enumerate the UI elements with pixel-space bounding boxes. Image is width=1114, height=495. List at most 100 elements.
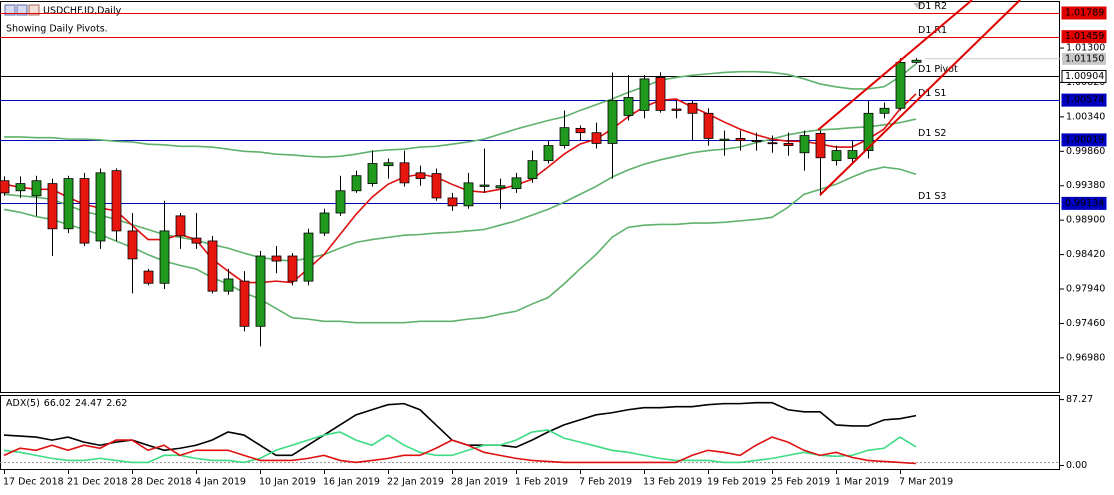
x-tick-label: 28 Jan 2019 — [451, 477, 508, 488]
y-tick-label: 0.96980 — [1066, 352, 1105, 363]
trendlines — [817, 0, 1021, 196]
candle-body — [351, 175, 362, 192]
x-tick-label: 1 Feb 2019 — [515, 477, 568, 488]
candle-body — [575, 127, 586, 134]
x-tick-label: 25 Feb 2019 — [771, 477, 830, 488]
trendline — [819, 0, 1021, 196]
candle-body — [719, 138, 730, 141]
candle-body — [543, 145, 554, 162]
candle-body — [703, 112, 714, 139]
candle-body — [831, 150, 842, 162]
level-price-label: 1.00019 — [1065, 134, 1104, 145]
candle-body — [671, 108, 682, 111]
candle-body — [223, 278, 234, 292]
candle-body — [527, 160, 538, 179]
indicator-name: ADX(5) — [6, 398, 40, 409]
candle-body — [783, 143, 794, 146]
y-tick-label: 0.99380 — [1066, 180, 1105, 191]
indicator-line — [3, 166, 917, 324]
y-tick-label: 1.01300 — [1066, 43, 1105, 54]
icon — [28, 4, 40, 16]
y-tick-label: 87.27 — [1066, 394, 1093, 405]
x-tick-label: 10 Jan 2019 — [259, 477, 316, 488]
candle-body — [175, 215, 186, 237]
level-price-label: 1.00574 — [1065, 95, 1104, 106]
x-tick-label: 19 Feb 2019 — [707, 477, 766, 488]
candle-body — [559, 127, 570, 146]
level-price-box — [1061, 30, 1107, 44]
candle-body — [431, 173, 442, 199]
candle-body — [895, 61, 906, 109]
candle-body — [47, 183, 58, 230]
x-tick-label: 16 Jan 2019 — [323, 477, 380, 488]
candle-body — [15, 183, 26, 192]
candle-body — [239, 280, 250, 327]
candle-body — [879, 107, 890, 114]
x-tick-label: 17 Dec 2018 — [3, 477, 64, 488]
candle-body — [191, 237, 202, 244]
level-price-box — [1061, 196, 1107, 210]
candle-body — [687, 102, 698, 114]
y-tick-label: 1.00340 — [1066, 111, 1105, 122]
candle-body — [767, 142, 778, 145]
x-tick-label: 28 Dec 2018 — [131, 477, 192, 488]
indicator-line — [4, 63, 917, 158]
candle-body — [95, 172, 106, 242]
x-tick-label: 1 Mar 2019 — [835, 477, 889, 488]
candle-body — [367, 163, 378, 184]
candle-body — [31, 180, 42, 197]
candle-body — [127, 230, 138, 260]
y-tick-label: 0.97940 — [1066, 284, 1105, 295]
x-tick-label: 13 Feb 2019 — [643, 477, 702, 488]
level-price-label: 1.01459 — [1065, 31, 1104, 42]
y-tick-label: 0.00 — [1066, 460, 1087, 471]
candle-body — [607, 100, 618, 144]
candle-body — [271, 255, 282, 262]
candle-body — [399, 162, 410, 184]
main-panel-frame — [0, 1, 1060, 393]
candle-body — [863, 112, 874, 152]
y-tick-label: 0.98900 — [1066, 215, 1105, 226]
x-tick-label: 7 Feb 2019 — [579, 477, 632, 488]
trendline — [817, 0, 973, 131]
candle-body — [591, 132, 602, 144]
indicator-line — [3, 93, 917, 284]
indicator-line — [3, 429, 917, 464]
candle-body — [495, 185, 506, 189]
candle-body — [735, 138, 746, 141]
y-tick-label: 0.99860 — [1066, 146, 1105, 157]
chart-subtitle: Showing Daily Pivots. — [6, 24, 108, 35]
level-price-label: 1.00904 — [1065, 71, 1104, 82]
candle-body — [111, 170, 122, 232]
candle-body — [447, 197, 458, 207]
candle-body — [463, 182, 474, 207]
indicator-value: 66.02 — [44, 398, 71, 409]
candle-body — [143, 270, 154, 284]
candle-body — [303, 232, 314, 282]
level-price-box — [1061, 69, 1107, 83]
indicator-title: ADX(5) 66.02 24.47 2.62 — [6, 398, 127, 409]
x-tick-label: 21 Dec 2018 — [67, 477, 128, 488]
pivot-label: D1 R1 — [918, 25, 947, 36]
y-tick-label: 0.97460 — [1066, 318, 1105, 329]
candle-body — [159, 230, 170, 284]
candle-body — [415, 172, 426, 179]
indicator-value: 2.62 — [106, 398, 127, 409]
x-tick-label: 4 Jan 2019 — [195, 477, 246, 488]
candle-body — [0, 180, 10, 194]
level-price-label: 0.99134 — [1065, 198, 1104, 209]
candle-body — [911, 59, 922, 63]
x-tick-label: 7 Mar 2019 — [899, 477, 953, 488]
candle-body — [79, 178, 90, 244]
level-price-box — [1061, 93, 1107, 107]
y-tick-label: 0.98420 — [1066, 249, 1105, 260]
icon — [4, 4, 16, 16]
level-price-label: 1.01789 — [1065, 7, 1104, 18]
candle-body — [479, 184, 490, 187]
pivot-label: D1 Pivot — [918, 64, 958, 75]
last-price-box — [1062, 52, 1106, 65]
pivot-label: D1 R2 — [918, 1, 947, 12]
